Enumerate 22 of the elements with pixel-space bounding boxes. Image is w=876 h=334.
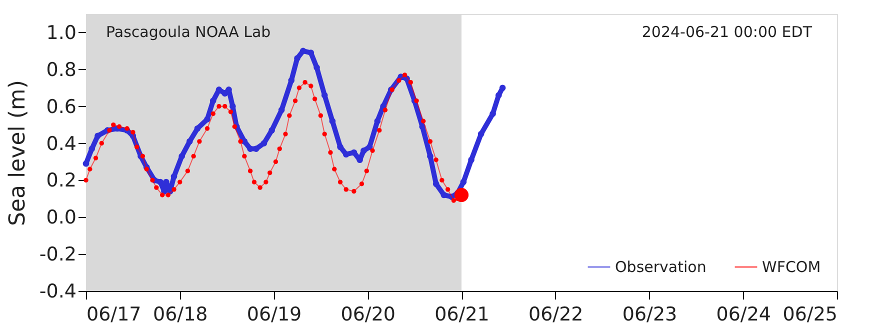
y-tick-label: 1.0 xyxy=(46,22,76,44)
x-tick-label: 06/25 xyxy=(782,304,838,326)
x-tick-label: 06/24 xyxy=(716,304,772,326)
y-tick-label: 0.2 xyxy=(46,170,76,192)
y-tick-label: -0.2 xyxy=(39,244,76,266)
x-tick-label: 06/20 xyxy=(340,304,396,326)
y-tick-label: -0.4 xyxy=(39,280,76,302)
y-tick-label: 0.0 xyxy=(46,206,76,229)
x-tick-label: 06/23 xyxy=(622,304,678,326)
annotation: Pascagoula NOAA Lab xyxy=(106,23,271,41)
x-tick-label: 06/18 xyxy=(152,304,208,326)
y-axis-title: Sea level (m) xyxy=(5,80,30,226)
y-tick-label: 0.8 xyxy=(46,58,76,81)
legend-label: WFCOM xyxy=(762,258,821,276)
x-tick-label: 06/21 xyxy=(434,304,490,326)
annotation: 2024-06-21 00:00 EDT xyxy=(642,23,813,41)
y-tick-label: 0.4 xyxy=(46,132,76,155)
legend-label: Observation xyxy=(615,258,706,276)
x-tick-label: 06/17 xyxy=(86,304,142,326)
x-tick-label: 06/22 xyxy=(528,304,584,326)
x-tick-label: 06/19 xyxy=(246,304,302,326)
y-tick-label: 0.6 xyxy=(46,96,76,118)
